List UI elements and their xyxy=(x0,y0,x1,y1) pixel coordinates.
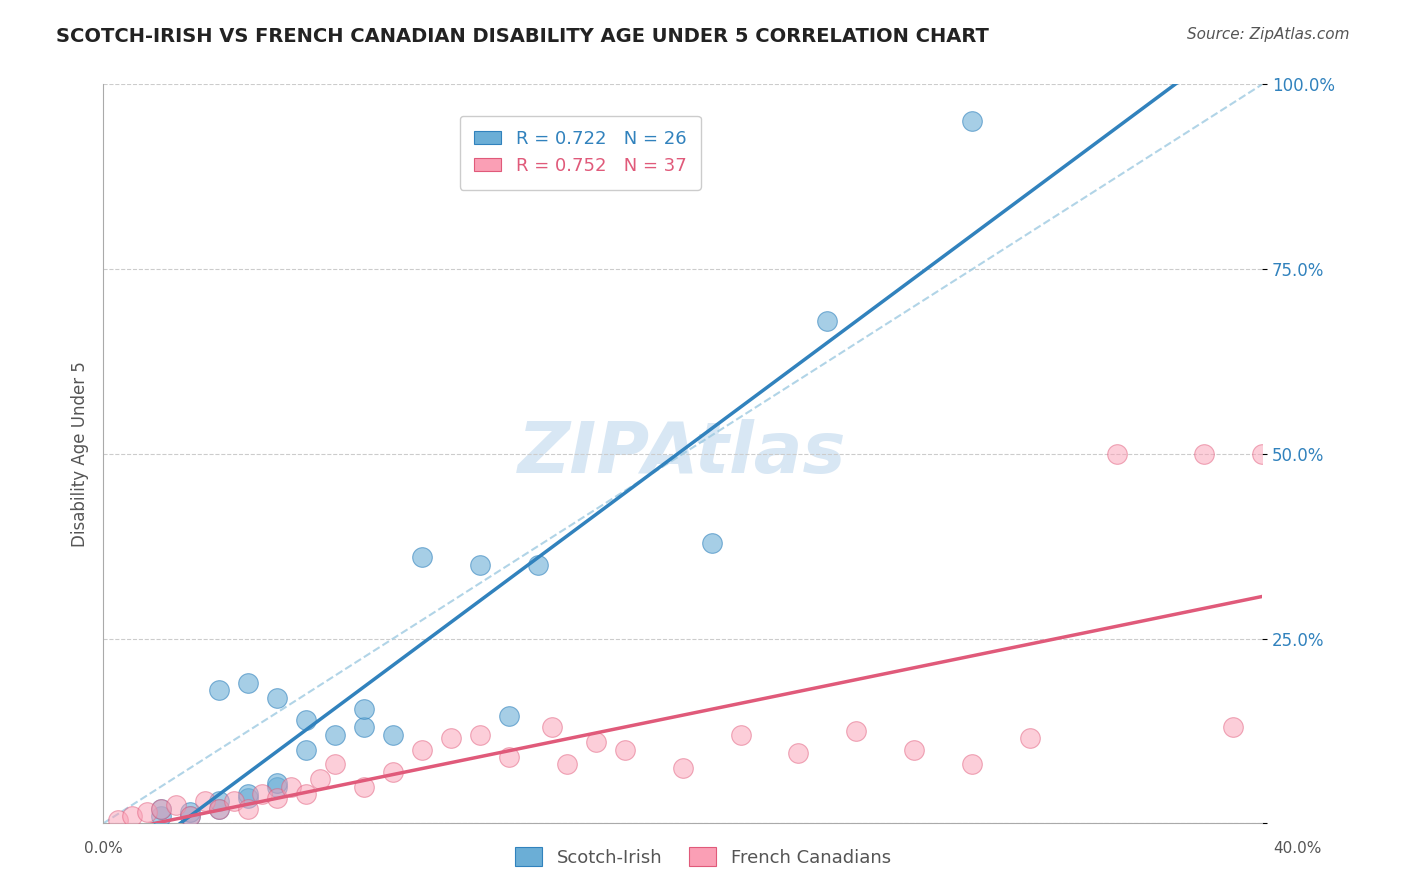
Text: SCOTCH-IRISH VS FRENCH CANADIAN DISABILITY AGE UNDER 5 CORRELATION CHART: SCOTCH-IRISH VS FRENCH CANADIAN DISABILI… xyxy=(56,27,988,45)
Point xyxy=(498,709,520,723)
Point xyxy=(280,780,302,794)
Point xyxy=(150,802,173,816)
Point xyxy=(236,676,259,690)
Point xyxy=(208,802,231,816)
Point xyxy=(411,742,433,756)
Point xyxy=(295,713,318,727)
Point xyxy=(962,114,984,128)
Point xyxy=(817,314,839,328)
Point xyxy=(962,757,984,772)
Point xyxy=(107,813,129,827)
Point xyxy=(135,805,157,820)
Point xyxy=(555,757,578,772)
Point xyxy=(381,728,404,742)
Point xyxy=(1222,720,1244,734)
Point xyxy=(266,776,288,790)
Point xyxy=(1251,447,1274,461)
Point xyxy=(353,720,375,734)
Point xyxy=(208,794,231,808)
Point xyxy=(121,809,143,823)
Point xyxy=(585,735,607,749)
Point xyxy=(295,742,318,756)
Point xyxy=(730,728,752,742)
Point xyxy=(179,809,201,823)
Point xyxy=(193,794,215,808)
Point xyxy=(266,790,288,805)
Point xyxy=(266,690,288,705)
Point xyxy=(165,797,187,812)
Point xyxy=(179,809,201,823)
Point xyxy=(323,728,346,742)
Legend: R = 0.722   N = 26, R = 0.752   N = 37: R = 0.722 N = 26, R = 0.752 N = 37 xyxy=(460,116,702,190)
Text: 40.0%: 40.0% xyxy=(1274,841,1322,856)
Point xyxy=(179,805,201,820)
Point xyxy=(440,731,463,746)
Point xyxy=(700,535,723,549)
Point xyxy=(1019,731,1042,746)
Point xyxy=(1107,447,1129,461)
Point xyxy=(468,558,491,572)
Point xyxy=(411,550,433,565)
Point xyxy=(353,702,375,716)
Point xyxy=(1192,447,1215,461)
Point xyxy=(323,757,346,772)
Point xyxy=(468,728,491,742)
Point xyxy=(671,761,693,775)
Point xyxy=(498,750,520,764)
Point xyxy=(613,742,636,756)
Point xyxy=(150,809,173,823)
Point xyxy=(353,780,375,794)
Text: ZIPAtlas: ZIPAtlas xyxy=(519,419,846,489)
Point xyxy=(208,802,231,816)
Point xyxy=(222,794,245,808)
Point xyxy=(208,683,231,698)
Point xyxy=(845,724,868,739)
Text: 0.0%: 0.0% xyxy=(84,841,124,856)
Legend: Scotch-Irish, French Canadians: Scotch-Irish, French Canadians xyxy=(508,840,898,874)
Point xyxy=(266,780,288,794)
Point xyxy=(252,787,274,801)
Text: Source: ZipAtlas.com: Source: ZipAtlas.com xyxy=(1187,27,1350,42)
Point xyxy=(236,802,259,816)
Point xyxy=(236,790,259,805)
Point xyxy=(541,720,564,734)
Point xyxy=(903,742,925,756)
Point xyxy=(150,802,173,816)
Point xyxy=(309,772,332,786)
Point xyxy=(236,787,259,801)
Point xyxy=(526,558,548,572)
Point xyxy=(295,787,318,801)
Point xyxy=(787,746,810,760)
Y-axis label: Disability Age Under 5: Disability Age Under 5 xyxy=(72,361,89,547)
Point xyxy=(381,764,404,779)
